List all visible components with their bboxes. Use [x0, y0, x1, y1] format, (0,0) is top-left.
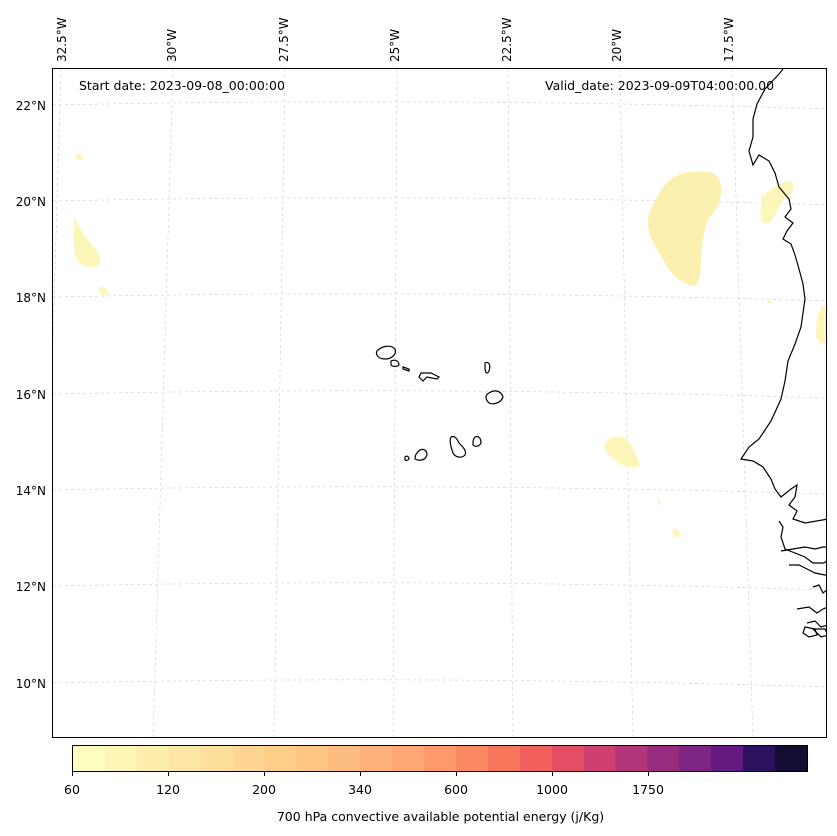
colorbar-tick-mark	[72, 772, 73, 776]
cape-fill	[73, 154, 826, 538]
colorbar-swatch	[679, 746, 712, 771]
cape-blob	[672, 528, 680, 538]
colorbar-swatch	[264, 746, 297, 771]
cape-blob	[99, 286, 108, 296]
colorbar-swatch	[519, 746, 552, 771]
lon-label-27-5w: 27.5°W	[277, 17, 291, 62]
lon-label-32-5w: 32.5°W	[55, 17, 69, 62]
colorbar-swatch	[200, 746, 233, 771]
colorbar-tick-label: 600	[444, 782, 468, 797]
cape-blob	[73, 217, 101, 268]
cape-verde-islands	[375, 345, 504, 462]
lon-label-25w: 25°W	[388, 28, 402, 62]
lat-label-14n: 14°N	[15, 484, 46, 498]
lat-label-16n: 16°N	[15, 388, 46, 402]
colorbar-tick-label: 120	[156, 782, 180, 797]
colorbar	[72, 745, 808, 772]
colorbar-tick-mark	[456, 772, 457, 776]
colorbar-swatch	[104, 746, 137, 771]
colorbar-tick-label: 1000	[536, 782, 568, 797]
colorbar-swatch	[136, 746, 169, 771]
colorbar-tick-mark	[264, 772, 265, 776]
cape-blob	[657, 499, 661, 505]
colorbar-tick-mark	[648, 772, 649, 776]
colorbar-label: 700 hPa convective available potential e…	[276, 809, 605, 824]
gridline-lon-27-5w	[273, 69, 286, 737]
valid-date-label: Valid_date: 2023-09-09T04:00:00.00	[545, 78, 775, 93]
gridline-lat-14n	[53, 486, 826, 495]
colorbar-swatch	[360, 746, 393, 771]
gridline-lon-25w	[392, 69, 398, 737]
lat-label-22n: 22°N	[15, 99, 46, 113]
west-africa-coastline	[739, 69, 826, 638]
colorbar-tick-mark	[552, 772, 553, 776]
colorbar-tick-mark	[168, 772, 169, 776]
colorbar-swatch	[73, 746, 105, 771]
gridline-lon-17-5w	[731, 69, 754, 737]
lat-label-12n: 12°N	[15, 580, 46, 594]
graticule	[53, 69, 826, 737]
cape-blob	[75, 154, 83, 161]
map-canvas	[53, 69, 826, 737]
map-frame[interactable]	[52, 68, 827, 738]
gridline-lat-10n	[53, 679, 826, 688]
island-maio	[472, 435, 482, 447]
lon-label-20w: 20°W	[610, 28, 624, 62]
island-sao-nicolau	[418, 372, 441, 382]
colorbar-swatch	[647, 746, 680, 771]
colorbar-swatch	[328, 746, 361, 771]
cape-blob	[647, 171, 722, 286]
cape-blob	[816, 304, 826, 344]
colorbar-tick-label: 60	[64, 782, 80, 797]
colorbar-tick-label: 1750	[632, 782, 664, 797]
lon-label-17-5w: 17.5°W	[722, 17, 736, 62]
gridline-lon-22-5w	[507, 69, 514, 737]
island-brava	[404, 455, 410, 462]
cape-blob	[604, 436, 640, 468]
lat-label-18n: 18°N	[15, 291, 46, 305]
colorbar-swatch	[168, 746, 201, 771]
colorbar-swatch	[615, 746, 648, 771]
colorbar-swatch	[487, 746, 520, 771]
gridline-lat-22n	[53, 101, 826, 110]
cape-blob	[767, 301, 771, 303]
island-boa-vista	[485, 390, 504, 405]
gridline-lon-20w	[619, 69, 634, 737]
island-santa-luzia	[402, 366, 410, 372]
colorbar-tick-label: 340	[348, 782, 372, 797]
gridline-lat-18n	[53, 293, 826, 302]
gridline-lon-30w	[152, 69, 174, 737]
colorbar-swatch	[296, 746, 329, 771]
colorbar-swatch	[583, 746, 616, 771]
colorbar-tick-mark	[360, 772, 361, 776]
gridline-lat-12n	[53, 582, 826, 591]
lat-label-20n: 20°N	[15, 195, 46, 209]
lon-label-30w: 30°W	[165, 28, 179, 62]
gridline-lat-20n	[53, 197, 826, 206]
cape-blob	[760, 181, 794, 224]
start-date-label: Start date: 2023-09-08_00:00:00	[79, 78, 285, 93]
island-fogo	[414, 448, 428, 461]
colorbar-tick-label: 200	[252, 782, 276, 797]
gridline-lon-32-5w	[53, 69, 62, 348]
lon-label-22-5w: 22.5°W	[500, 17, 514, 62]
lat-label-10n: 10°N	[15, 677, 46, 691]
colorbar-swatch	[455, 746, 488, 771]
island-santo-antao	[375, 345, 396, 360]
island-sal	[484, 361, 491, 374]
colorbar-swatch	[743, 746, 775, 771]
island-sao-vicente	[390, 359, 400, 368]
colorbar-swatch	[423, 746, 456, 771]
colorbar-swatch	[711, 746, 744, 771]
colorbar-swatch	[392, 746, 424, 771]
island-santiago	[449, 435, 467, 458]
colorbar-swatch	[774, 746, 807, 771]
colorbar-swatch	[232, 746, 265, 771]
gridline-lat-16n	[53, 390, 826, 399]
colorbar-swatch	[551, 746, 584, 771]
